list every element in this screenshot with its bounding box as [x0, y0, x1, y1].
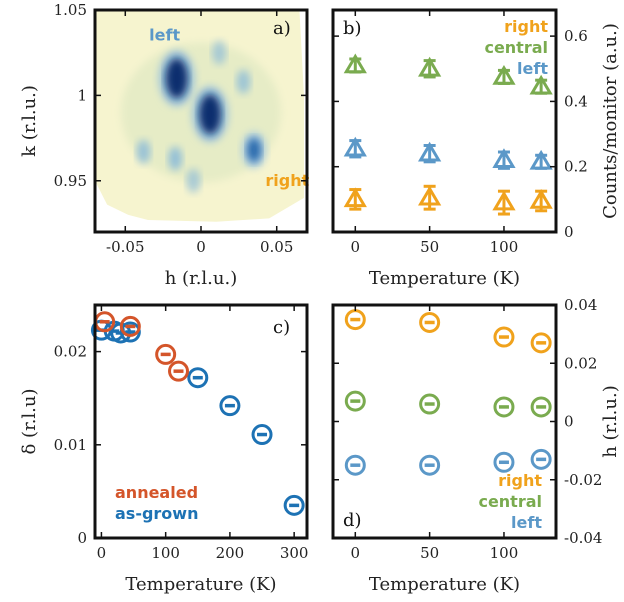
x-tick-label: 100 — [490, 238, 519, 256]
panel-c: annealed as-grown c) 0 100 200 300 0 0.01 0.02 Tem… — [19, 303, 309, 595]
data-point-right — [530, 332, 552, 354]
legend-left: left — [517, 59, 548, 78]
y-axis-label: k (r.l.u.) — [19, 85, 40, 157]
data-point-central — [493, 396, 515, 418]
peak — [165, 58, 188, 99]
data-point-as-grown — [187, 367, 209, 389]
x-tick-label: 200 — [216, 544, 245, 562]
x-tick-label: 300 — [280, 544, 309, 562]
data-point-left — [344, 454, 366, 476]
data-point-central — [530, 396, 552, 418]
y-tick-label: 0.02 — [564, 354, 597, 372]
data-point-right — [418, 185, 442, 206]
x-tick-label: 0 — [196, 238, 206, 256]
y-tick-label: 0 — [564, 223, 574, 241]
data-point-central — [343, 53, 367, 74]
data-point-central — [492, 64, 516, 85]
x-tick-label: 0 — [97, 544, 107, 562]
data-point-left — [530, 448, 552, 470]
y-tick-label: 0.6 — [564, 27, 588, 45]
x-tick-label: 50 — [420, 238, 439, 256]
data-point-as-grown — [283, 494, 305, 516]
y-tick-label: 0 — [77, 529, 87, 547]
x-tick-label: 50 — [420, 544, 439, 562]
peak — [136, 139, 151, 164]
x-tick-label: 0.05 — [260, 238, 293, 256]
annotation-right: right — [265, 171, 309, 190]
peak — [212, 40, 227, 65]
legend-right: right — [504, 17, 548, 36]
x-axis-label: Temperature (K) — [369, 574, 520, 595]
panel-label: b) — [343, 18, 362, 39]
y-tick-label: 1.05 — [54, 1, 87, 19]
data-point-right — [343, 187, 367, 208]
plot-frame — [93, 8, 309, 234]
x-axis-label: Temperature (K) — [369, 268, 520, 289]
y-tick-label: 0 — [564, 413, 574, 431]
data-point-central — [419, 393, 441, 415]
data-point-annealed — [168, 360, 190, 382]
panel-a: left right a) -0.05 0 0.05 0.95 1 1.05 h (r.l.u.)… — [19, 1, 310, 289]
panel-label: d) — [343, 510, 362, 531]
y-tick-label: 0.02 — [54, 343, 87, 361]
y-tick-label: 0.2 — [564, 158, 588, 176]
data-point-left — [492, 148, 516, 168]
x-tick-label: 100 — [490, 544, 519, 562]
x-tick-label: 100 — [151, 544, 180, 562]
y-tick-label: 0.4 — [564, 92, 588, 110]
data-point-right — [493, 326, 515, 348]
panel-label: c) — [273, 317, 290, 338]
data-point-left — [418, 141, 442, 162]
data-point-right — [529, 189, 553, 209]
y-tick-label: 1 — [77, 86, 87, 104]
y-axis-label: δ (r.l.u) — [19, 388, 40, 454]
peak — [236, 69, 251, 94]
peak — [168, 146, 183, 171]
data-point-as-grown — [251, 424, 273, 446]
plot-frame — [93, 303, 309, 540]
heatmap — [95, 10, 304, 222]
y-tick-label: 0.04 — [564, 296, 597, 314]
data-point-right — [419, 311, 441, 333]
x-tick-label: 0 — [351, 238, 361, 256]
panel-label: a) — [273, 18, 291, 39]
legend-as-grown: as-grown — [115, 504, 198, 523]
y-tick-label: 0.95 — [54, 172, 87, 190]
data-point-annealed — [119, 315, 141, 337]
y-tick-label: 0.01 — [54, 436, 87, 454]
data-point-as-grown — [119, 321, 141, 343]
data-point-central — [418, 56, 442, 77]
panel-d: right central left d) 0 50 100 -0.04 -0.02 0 0.02 0… — [331, 296, 621, 595]
y-tick-label: -0.02 — [564, 471, 602, 489]
plot-frame — [331, 8, 558, 234]
x-tick-label: -0.05 — [106, 238, 144, 256]
annotation-left: left — [149, 26, 180, 45]
panel-b: right central left b) 0 50 100 0 0.2 0.4 0.6 Temper… — [331, 8, 621, 289]
legend-annealed: annealed — [115, 483, 198, 502]
x-axis-label: h (r.l.u.) — [165, 268, 238, 289]
legend-right: right — [498, 471, 542, 490]
data-point-left — [343, 136, 367, 157]
peak — [247, 138, 261, 163]
y-tick-label: -0.04 — [564, 529, 602, 547]
peak — [186, 168, 201, 193]
legend-central: central — [478, 492, 542, 511]
y-axis-label: Counts/monitor (a.u.) — [600, 23, 621, 219]
peak — [199, 94, 222, 135]
data-point-central — [344, 390, 366, 412]
data-point-right — [492, 190, 516, 211]
x-axis-label: Temperature (K) — [125, 574, 276, 595]
plot-frame — [331, 303, 558, 540]
data-point-annealed — [155, 343, 177, 365]
data-point-left — [493, 451, 515, 473]
data-point-central — [529, 74, 553, 95]
data-point-left — [419, 454, 441, 476]
y-axis-label: h (r.l.u.) — [600, 385, 621, 458]
x-tick-label: 0 — [351, 544, 361, 562]
legend-left: left — [511, 513, 542, 532]
data-point-left — [529, 149, 553, 170]
data-point-as-grown — [219, 395, 241, 417]
legend-central: central — [484, 38, 548, 57]
